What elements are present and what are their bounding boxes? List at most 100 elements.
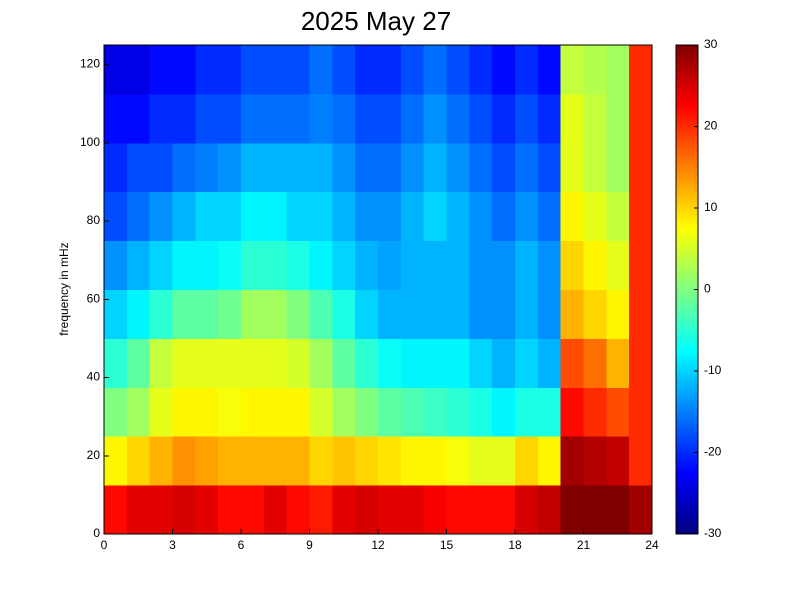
- heat-cell: [515, 289, 539, 339]
- heat-cell: [195, 289, 219, 339]
- heat-cell: [492, 45, 516, 95]
- heat-cell: [309, 45, 333, 95]
- heat-cell: [263, 45, 288, 95]
- heat-cell: [286, 289, 310, 339]
- x-tick-label: 21: [577, 538, 591, 552]
- heat-cell: [263, 191, 288, 242]
- heat-cell: [195, 45, 219, 95]
- heat-cell: [515, 485, 539, 535]
- heat-cell: [104, 387, 128, 437]
- colorbar-tick-label: 30: [704, 37, 718, 51]
- heat-cell: [400, 240, 425, 290]
- heat-cell: [195, 93, 219, 144]
- x-tick-label: 18: [508, 538, 522, 552]
- heat-cell: [126, 240, 151, 290]
- heat-cell: [309, 93, 333, 144]
- heat-cell: [309, 240, 333, 290]
- heat-cell: [195, 338, 219, 388]
- heat-cell: [241, 289, 265, 339]
- heat-cell: [400, 289, 425, 339]
- heat-cell: [446, 93, 470, 144]
- heat-cell: [469, 289, 493, 339]
- heat-cell: [606, 240, 630, 290]
- heat-cell: [241, 387, 265, 437]
- heat-cell: [378, 338, 402, 388]
- heat-cell: [104, 436, 128, 486]
- heat-cell: [537, 436, 562, 486]
- heat-cell: [286, 45, 310, 95]
- heat-cell: [492, 289, 516, 339]
- heat-cell: [126, 289, 151, 339]
- heat-cell: [355, 387, 379, 437]
- heat-cell: [400, 485, 425, 535]
- heat-cell: [263, 436, 288, 486]
- heat-cell: [446, 387, 470, 437]
- heat-cell: [332, 338, 356, 388]
- heat-cell: [286, 387, 310, 437]
- heat-cell: [241, 338, 265, 388]
- heat-cell: [537, 485, 562, 535]
- heat-cell: [218, 338, 242, 388]
- heat-cell: [355, 289, 379, 339]
- heat-cell: [149, 387, 173, 437]
- heat-cell: [149, 289, 173, 339]
- heat-cell: [104, 338, 128, 388]
- heat-cell: [355, 93, 379, 144]
- heat-cell: [241, 45, 265, 95]
- heat-cell: [446, 142, 470, 193]
- heat-cell: [423, 93, 447, 144]
- heat-cell: [469, 142, 493, 193]
- heat-cell: [423, 45, 447, 95]
- y-tick-label: 100: [80, 135, 100, 149]
- heat-cell: [515, 191, 539, 242]
- heat-cell: [423, 191, 447, 242]
- heat-cell: [332, 191, 356, 242]
- heat-cell: [492, 142, 516, 193]
- heat-cell: [332, 485, 356, 535]
- heat-cell: [560, 338, 584, 388]
- heat-cell: [195, 191, 219, 242]
- heat-cell: [332, 45, 356, 95]
- colorbar-tick-label: -30: [704, 526, 722, 540]
- heat-cell: [126, 387, 151, 437]
- heat-cell: [583, 191, 607, 242]
- heat-cell: [263, 289, 288, 339]
- heat-cell: [606, 45, 630, 95]
- heat-cell: [241, 240, 265, 290]
- heat-cell: [332, 387, 356, 437]
- heat-cell: [378, 436, 402, 486]
- heat-cell: [469, 240, 493, 290]
- heat-cell: [355, 142, 379, 193]
- heat-cell: [583, 387, 607, 437]
- heat-cell: [149, 93, 173, 144]
- heat-cell: [469, 436, 493, 486]
- heat-cell: [286, 142, 310, 193]
- heat-cell: [583, 436, 607, 486]
- heat-cell: [218, 142, 242, 193]
- heat-cell: [515, 93, 539, 144]
- heat-cell: [560, 436, 584, 486]
- heat-cell: [629, 93, 653, 144]
- heat-cell: [218, 387, 242, 437]
- heat-cell: [378, 93, 402, 144]
- y-tick-label: 60: [87, 291, 101, 305]
- heat-cell: [378, 45, 402, 95]
- heat-cell: [104, 240, 128, 290]
- heat-cell: [241, 142, 265, 193]
- heat-cell: [104, 289, 128, 339]
- heat-cell: [332, 436, 356, 486]
- heat-cell: [172, 93, 196, 144]
- heat-cell: [309, 485, 333, 535]
- colorbar-tick-label: -20: [704, 445, 722, 459]
- heat-cell: [515, 338, 539, 388]
- heat-cell: [149, 240, 173, 290]
- heat-cell: [537, 93, 562, 144]
- x-tick-label: 12: [371, 538, 385, 552]
- heat-cell: [309, 289, 333, 339]
- heat-cell: [218, 436, 242, 486]
- heat-cell: [537, 289, 562, 339]
- heat-cell: [515, 436, 539, 486]
- heat-cell: [126, 45, 151, 95]
- heat-cell: [423, 485, 447, 535]
